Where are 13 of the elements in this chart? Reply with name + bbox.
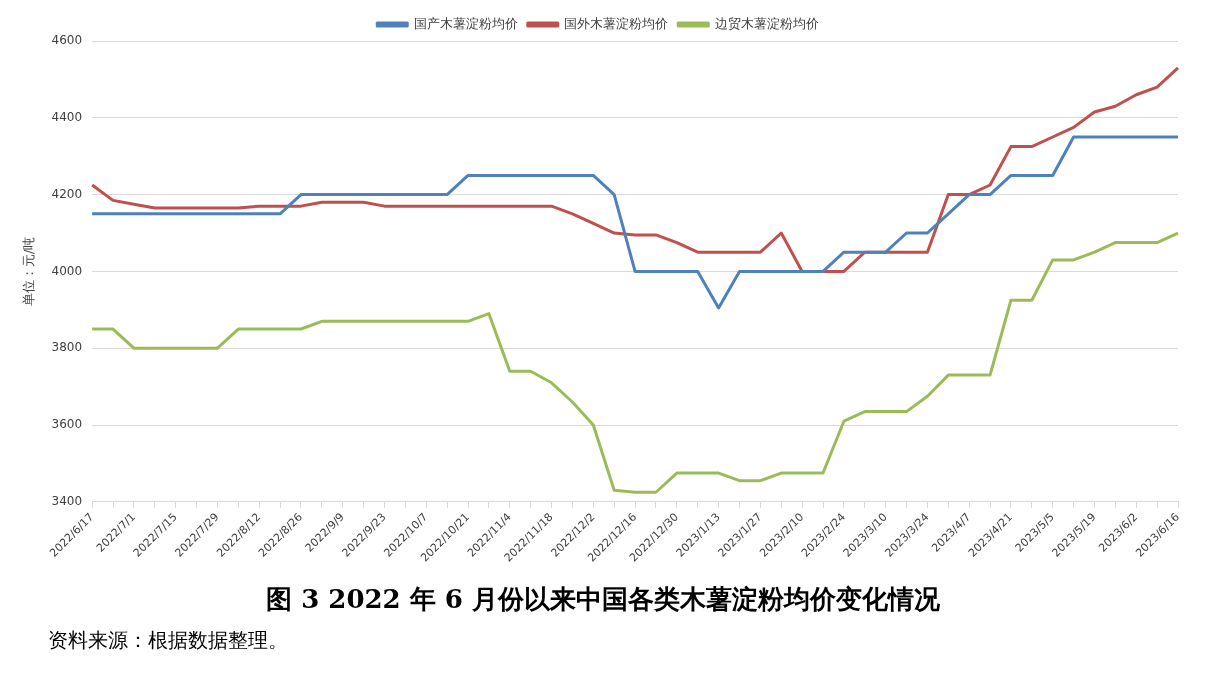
y-axis-title: 单位：元/吨 <box>21 236 37 307</box>
y-tick-label: 4200 <box>51 186 83 201</box>
y-tick-label: 4600 <box>51 33 83 48</box>
y-tick-label: 3400 <box>51 493 83 508</box>
legend-label: 国外木薯淀粉均价 <box>564 15 669 31</box>
legend-label: 边贸木薯淀粉均价 <box>714 15 819 31</box>
text: 图 3 2022 年 6 月份以来中国各类木薯淀粉均价变化情况 <box>265 583 941 616</box>
text: 资料来源：根据数据整理。 <box>48 627 289 654</box>
legend-label: 国产木薯淀粉均价 <box>413 15 518 31</box>
y-tick-label: 3600 <box>51 417 83 432</box>
y-tick-label: 3800 <box>51 340 83 355</box>
y-tick-label: 4400 <box>51 109 83 124</box>
y-tick-label: 4000 <box>51 263 83 278</box>
